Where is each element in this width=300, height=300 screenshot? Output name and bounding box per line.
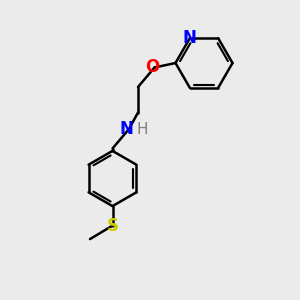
Text: N: N (120, 120, 134, 138)
Text: H: H (137, 122, 148, 136)
Text: S: S (106, 217, 119, 235)
Text: N: N (183, 29, 197, 47)
Text: O: O (145, 58, 160, 76)
